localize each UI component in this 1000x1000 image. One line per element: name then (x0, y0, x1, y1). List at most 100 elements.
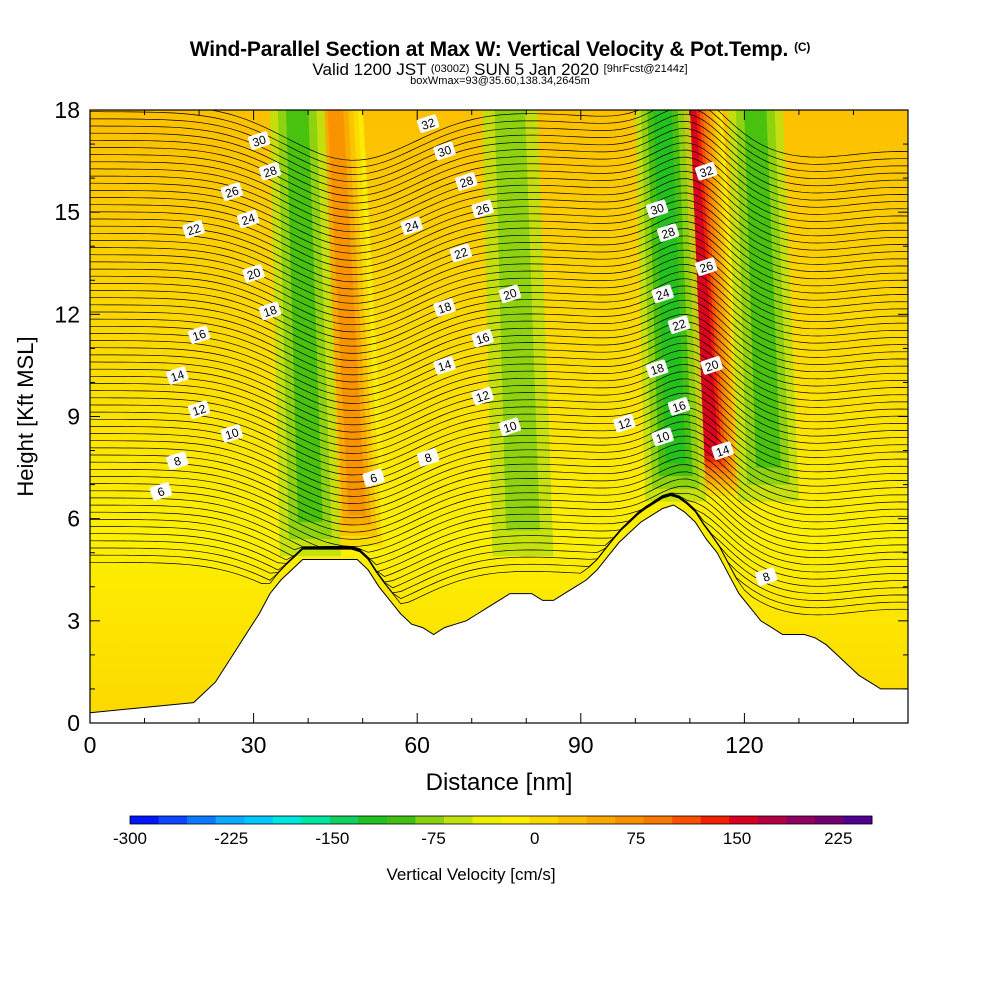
colorbar-tick-0: 0 (530, 829, 539, 848)
theta-label-text-28: 24 (654, 286, 671, 304)
y-tick-label-18: 18 (54, 97, 80, 123)
theta-label-bg-8 (187, 400, 211, 419)
colorbar-cell-21 (729, 816, 759, 824)
theta-label-bg-39 (695, 162, 718, 181)
theta-label-text-32: 28 (262, 163, 279, 181)
theta-label-39: 32 (695, 162, 718, 181)
theta-label-30: 26 (471, 199, 494, 219)
theta-label-2: 8 (166, 451, 189, 471)
isentrope-7.5 (90, 471, 908, 540)
theta-label-bg-24 (449, 243, 472, 263)
w-band-1-2 (286, 110, 323, 523)
y-axis-label: Height [Kft MSL] (13, 336, 38, 496)
y-tick-label-3: 3 (67, 608, 80, 634)
isentrope-14 (90, 378, 908, 447)
theta-label-bg-22 (700, 356, 723, 375)
theta-label-text-4: 8 (761, 569, 772, 584)
colorbar-frame (129, 815, 873, 825)
colorbar-tick--75: -75 (421, 829, 446, 848)
theta-label-text-8: 12 (191, 401, 208, 419)
isentrope-3 (90, 494, 908, 601)
theta-label-18: 18 (433, 298, 456, 317)
theta-label-24: 22 (449, 243, 472, 263)
isentrope-5 (90, 493, 908, 573)
isentrope-15 (90, 364, 908, 433)
theta-label-text-22: 20 (703, 357, 720, 375)
theta-label-bg-37 (645, 199, 669, 219)
isentrope-31.5 (90, 128, 908, 197)
colorbar-cell-16 (586, 816, 616, 824)
theta-label-13: 14 (711, 441, 734, 460)
theta-label-text-7: 10 (654, 429, 671, 447)
isentrope-16.5 (90, 342, 908, 411)
colorbar-cell-24 (814, 816, 844, 824)
theta-label-bg-21 (498, 284, 522, 304)
theta-label-text-36: 30 (436, 143, 453, 161)
y-tick-label-15: 15 (54, 199, 80, 225)
theta-label-bg-10 (613, 414, 636, 433)
theta-label-4: 8 (755, 567, 778, 586)
theta-label-31: 26 (695, 257, 718, 276)
theta-label-text-39: 32 (698, 163, 715, 181)
chart-title: Wind-Parallel Section at Max W: Vertical… (189, 38, 811, 61)
isentrope-7 (90, 478, 908, 547)
colorbar-cell-1 (158, 816, 188, 824)
x-tick-label-60: 60 (404, 732, 430, 758)
isentrope-6.5 (90, 485, 908, 553)
isentrope-19.5 (90, 299, 908, 369)
theta-label-11: 14 (166, 366, 189, 385)
theta-label-7: 10 (651, 427, 674, 447)
isentrope-24.5 (90, 228, 908, 297)
isentrope-23.5 (90, 242, 908, 311)
y-tick-label-12: 12 (54, 301, 80, 327)
theta-label-10: 12 (613, 414, 636, 433)
theta-label-text-33: 28 (458, 173, 475, 191)
theta-label-bg-35 (247, 131, 271, 150)
theta-label-bg-1 (362, 468, 385, 488)
theta-label-bg-36 (433, 141, 456, 161)
isentrope-30.5 (90, 142, 908, 211)
colorbar-cell-3 (215, 816, 245, 824)
theta-label-text-14: 16 (191, 326, 208, 344)
isentrope-13.5 (90, 385, 908, 454)
colorbar-cell-15 (558, 816, 588, 824)
theta-label-text-17: 18 (262, 303, 279, 321)
colorbar-cell-7 (329, 816, 359, 824)
theta-label-text-18: 18 (436, 299, 453, 317)
theta-label-bg-3 (416, 448, 440, 467)
theta-label-27: 24 (400, 216, 423, 236)
y-tick-label-6: 6 (67, 506, 80, 532)
theta-label-17: 18 (258, 301, 282, 321)
theta-label-19: 18 (645, 359, 669, 379)
theta-label-3: 8 (416, 448, 440, 467)
isentrope-26.5 (90, 199, 908, 268)
theta-label-bg-33 (455, 172, 478, 191)
colorbar-cell-22 (757, 816, 787, 824)
theta-label-text-35: 30 (251, 132, 268, 150)
theta-label-bg-11 (166, 366, 189, 385)
theta-label-text-30: 26 (474, 200, 491, 218)
isentrope-34 (208, 110, 908, 161)
isentrope-29 (90, 163, 908, 233)
theta-label-15: 16 (471, 328, 494, 348)
isentrope-32.5 (90, 113, 908, 183)
theta-label-22: 20 (700, 356, 723, 375)
theta-label-text-15: 16 (474, 330, 491, 348)
colorbar-cell-2 (187, 816, 217, 824)
isentrope-12.5 (90, 399, 908, 469)
theta-label-1: 6 (362, 468, 385, 488)
isentrope-23 (90, 249, 908, 318)
isentrope-27.5 (90, 185, 908, 254)
isentrope-10 (90, 435, 908, 504)
theta-label-12: 14 (433, 356, 456, 375)
colorbar-cell-11 (443, 816, 473, 824)
isentrope-22 (90, 264, 908, 333)
isentrope-33.5 (90, 110, 908, 168)
colorbar-cell-12 (472, 816, 502, 824)
colorbar-cell-9 (386, 816, 416, 824)
boxwmax-note: boxWmax=93@35.60,138.34,2645m (410, 75, 590, 87)
theta-label-14: 16 (187, 325, 211, 345)
theta-label-bg-34 (656, 223, 680, 242)
isentrope-22.5 (90, 256, 908, 326)
isentrope-18.5 (90, 314, 908, 383)
